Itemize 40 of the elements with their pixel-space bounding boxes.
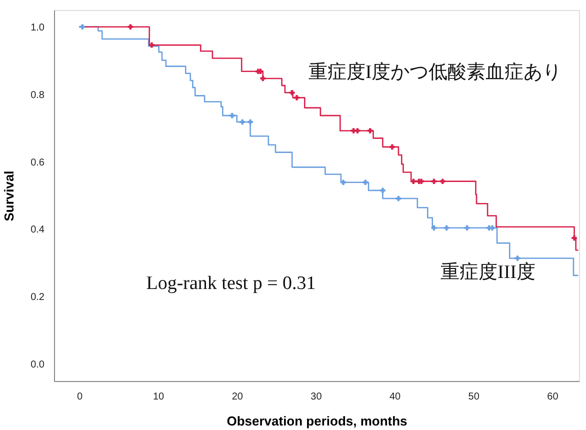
y-tick-label: 0.6 — [30, 157, 45, 168]
point — [80, 24, 86, 30]
point — [490, 225, 495, 231]
point — [431, 225, 437, 231]
point — [431, 178, 437, 184]
y-tick-label: 1.0 — [30, 22, 45, 34]
y-tick-label: 0.2 — [30, 292, 45, 304]
point — [514, 256, 520, 261]
y-tick-label: 0.4 — [30, 224, 45, 236]
x-tick-label: 10 — [152, 392, 165, 402]
point — [289, 90, 295, 96]
point — [294, 95, 300, 100]
series-label: 重症度I度かつ低酸素血症あり — [308, 61, 562, 83]
x-tick-label: 40 — [389, 392, 402, 402]
y-axis-title: Survival — [2, 170, 17, 222]
point — [367, 128, 373, 134]
point — [149, 42, 154, 48]
x-tick-label: 20 — [232, 392, 244, 402]
point — [230, 112, 235, 118]
point — [390, 144, 395, 150]
point — [444, 225, 450, 231]
point — [128, 24, 134, 30]
x-axis-title: Observation periods, months — [226, 414, 408, 428]
x-tick-label: 0 — [76, 392, 83, 402]
y-tick-label: 0.0 — [30, 360, 45, 371]
point — [410, 178, 416, 184]
point — [440, 178, 446, 184]
series-label: 重症度III度 — [440, 261, 536, 283]
x-tick-label: 60 — [547, 392, 559, 402]
point — [464, 225, 470, 231]
x-tick-label: 30 — [310, 392, 322, 402]
point — [380, 188, 386, 194]
annotation: Log-rank test p = 0.31 — [146, 273, 316, 294]
point — [362, 180, 368, 185]
point — [248, 119, 253, 125]
point — [354, 128, 360, 134]
point — [572, 235, 577, 241]
x-tick-label: 50 — [468, 392, 480, 402]
y-tick-label: 0.8 — [30, 90, 45, 101]
point — [340, 180, 346, 185]
